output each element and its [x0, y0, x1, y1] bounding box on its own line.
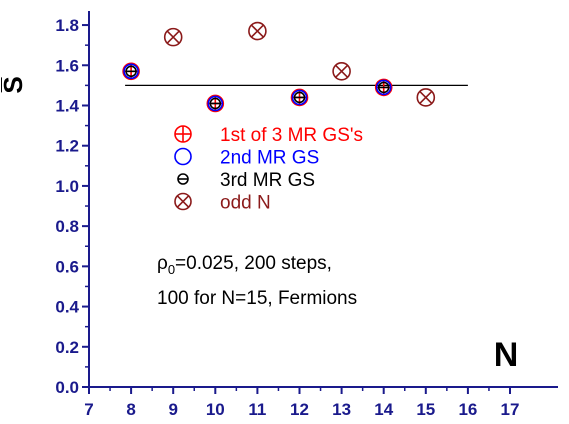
data-point — [377, 81, 390, 94]
annotation-line-1-rest: =0.025, 200 steps, — [175, 253, 332, 274]
x-tick-label: 16 — [458, 400, 477, 419]
marker-circle — [291, 89, 308, 106]
x-tick-label: 7 — [84, 400, 93, 419]
x-tick-label: 13 — [332, 400, 351, 419]
annotation-rho: ρ — [157, 253, 168, 274]
y-axis-label: S̅ — [0, 76, 28, 93]
x-tick-label: 8 — [126, 400, 135, 419]
marker-circle — [207, 95, 224, 112]
data-point — [291, 89, 308, 106]
marker-diag-line — [335, 64, 349, 78]
data-point — [248, 21, 267, 41]
x-tick-label: 10 — [206, 400, 225, 419]
data-point — [125, 65, 137, 78]
data-point — [163, 27, 183, 47]
legend-label: 2nd MR GS — [220, 148, 319, 169]
x-axis-label: N — [494, 336, 519, 374]
marker-circle — [123, 63, 139, 80]
marker-diag-line — [166, 30, 180, 44]
legend-label: 3rd MR GS — [220, 170, 315, 191]
y-tick-label: 0.6 — [55, 257, 79, 276]
x-tick-label: 14 — [374, 400, 393, 419]
marker-diag-line — [176, 195, 190, 208]
marker-circle — [248, 21, 267, 41]
data-point — [209, 97, 222, 110]
x-tick-label: 9 — [168, 400, 177, 419]
x-tick-label: 12 — [290, 400, 309, 419]
legend-marker — [174, 125, 192, 143]
marker-diag-line — [419, 90, 433, 105]
legend-label: odd N — [220, 193, 271, 214]
marker-circle — [174, 192, 192, 211]
y-tick-label: 0.4 — [55, 298, 79, 317]
x-tick-label: 11 — [248, 400, 266, 419]
data-point — [207, 95, 224, 112]
y-tick-label: 1.2 — [55, 137, 79, 156]
x-tick-label: 15 — [416, 400, 435, 419]
legend-label: 1st of 3 MR GS's — [220, 125, 363, 146]
data-point — [416, 88, 436, 107]
marker-diag-line — [250, 24, 264, 38]
y-tick-label: 0.0 — [55, 378, 79, 397]
legend-marker — [174, 147, 192, 166]
marker-circle — [375, 79, 392, 96]
y-tick-label: 0.8 — [55, 217, 79, 236]
axes: 7 8 9 10 11 12 13 14 15 16 17 0.0 0.2 0.4 0.6 0.8 1.0 1.2… — [55, 11, 558, 419]
data-points-layer — [122, 21, 436, 113]
y-tick-label: 1.4 — [55, 96, 79, 115]
legend-marker — [174, 192, 192, 211]
annotation-line-2: 100 for N=15, Fermions — [157, 288, 357, 309]
data-point — [293, 91, 306, 104]
marker-circle — [174, 147, 192, 166]
data-point — [332, 62, 351, 81]
marker-circle — [332, 62, 351, 81]
y-tick-label: 1.0 — [55, 177, 79, 196]
data-point — [123, 63, 139, 80]
annotation-line-1: ρ0=0.025, 200 steps, — [157, 253, 332, 277]
x-tick-label: 17 — [501, 400, 520, 419]
data-point — [375, 79, 392, 96]
annotation-rho-subscript: 0 — [168, 262, 175, 277]
y-tick-label: 1.6 — [55, 56, 79, 75]
y-tick-label: 0.2 — [55, 338, 79, 357]
legend-marker — [177, 173, 189, 185]
marker-circle — [416, 88, 436, 107]
y-tick-label: 1.8 — [55, 16, 79, 35]
marker-circle — [163, 27, 183, 47]
